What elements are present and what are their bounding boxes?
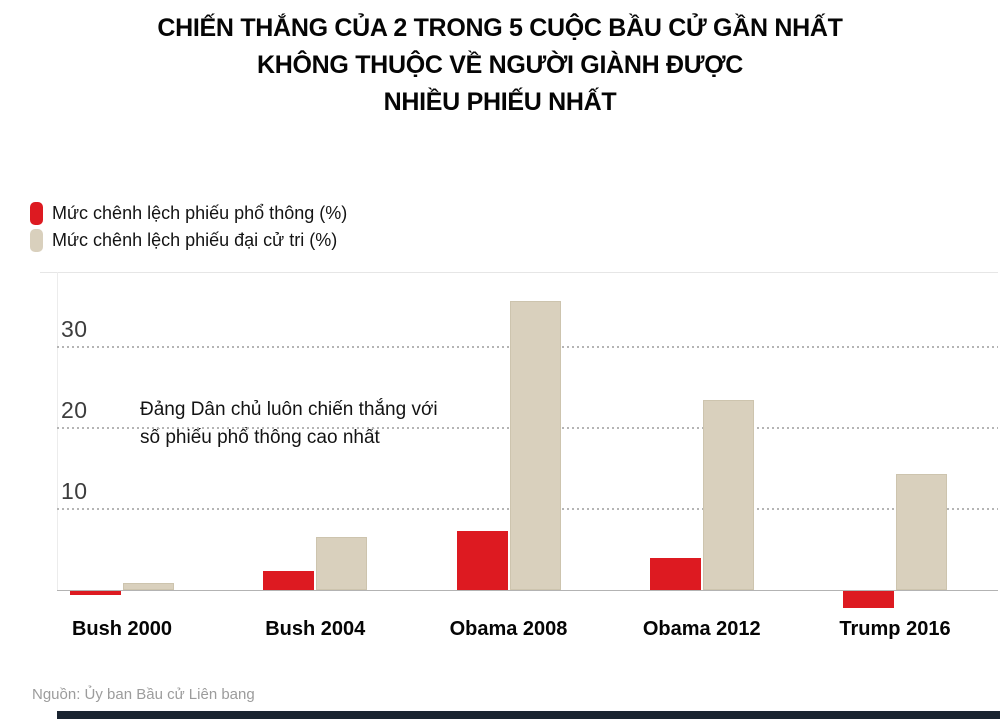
legend-label-electoral-vote: Mức chênh lệch phiếu đại cử tri (%) bbox=[52, 229, 338, 250]
legend-swatch-electoral-vote bbox=[30, 228, 43, 252]
x-axis-baseline bbox=[57, 590, 998, 591]
chart-annotation: Đảng Dân chủ luôn chiến thắng với số phi… bbox=[140, 396, 438, 452]
bar-electoral-bush-2004 bbox=[316, 537, 368, 590]
y-axis-tick-20: 20 bbox=[61, 397, 88, 423]
chart-annotation-line-1: Đảng Dân chủ luôn chiến thắng với bbox=[140, 399, 438, 420]
bar-electoral-obama-2012 bbox=[702, 400, 754, 590]
bar-electoral-obama-2008 bbox=[509, 300, 561, 590]
legend-swatch-popular-vote bbox=[30, 201, 43, 225]
bar-electoral-trump-2016 bbox=[896, 474, 947, 590]
bar-popular-bush-2000 bbox=[70, 591, 121, 596]
legend-item-electoral-vote: Mức chênh lệch phiếu đại cử tri (%) bbox=[30, 228, 347, 252]
y-axis-tick-10: 10 bbox=[61, 478, 88, 504]
category-label-bush-2004: Bush 2004 bbox=[265, 618, 366, 640]
chart-title-line-2: KHÔNG THUỘC VỀ NGƯỜI GIÀNH ĐƯỢC bbox=[257, 51, 743, 79]
legend: Mức chênh lệch phiếu phổ thông (%) Mức c… bbox=[30, 201, 347, 255]
chart-title-line-1: CHIẾN THẮNG CỦA 2 TRONG 5 CUỘC BẦU CỬ GẦ… bbox=[157, 14, 843, 42]
category-label-obama-2012: Obama 2012 bbox=[642, 618, 761, 640]
y-axis-tick-30: 30 bbox=[61, 316, 88, 342]
bar-popular-obama-2012 bbox=[649, 558, 701, 590]
source-credit: Nguồn: Ủy ban Bầu cử Liên bang bbox=[32, 686, 255, 703]
bar-popular-trump-2016 bbox=[843, 591, 894, 608]
legend-label-popular-vote: Mức chênh lệch phiếu phổ thông (%) bbox=[52, 202, 348, 223]
bar-popular-obama-2008 bbox=[456, 530, 508, 590]
chart-title: CHIẾN THẮNG CỦA 2 TRONG 5 CUỘC BẦU CỬ GẦ… bbox=[0, 10, 1000, 121]
category-label-obama-2008: Obama 2008 bbox=[449, 618, 568, 640]
plot-left-border bbox=[57, 272, 58, 590]
chart-annotation-line-2: số phiếu phổ thông cao nhất bbox=[140, 427, 380, 448]
bar-popular-bush-2004 bbox=[263, 570, 315, 590]
chart-title-line-3: NHIỀU PHIẾU NHẤT bbox=[383, 88, 617, 116]
category-label-bush-2000: Bush 2000 bbox=[71, 618, 173, 640]
legend-item-popular-vote: Mức chênh lệch phiếu phổ thông (%) bbox=[30, 201, 347, 225]
bottom-accent-bar bbox=[57, 711, 1000, 719]
plot-top-border bbox=[40, 272, 998, 273]
category-label-trump-2016: Trump 2016 bbox=[839, 618, 951, 640]
bar-chart-plot-area: Đảng Dân chủ luôn chiến thắng với số phi… bbox=[40, 272, 998, 652]
bar-electoral-bush-2000 bbox=[123, 582, 174, 590]
